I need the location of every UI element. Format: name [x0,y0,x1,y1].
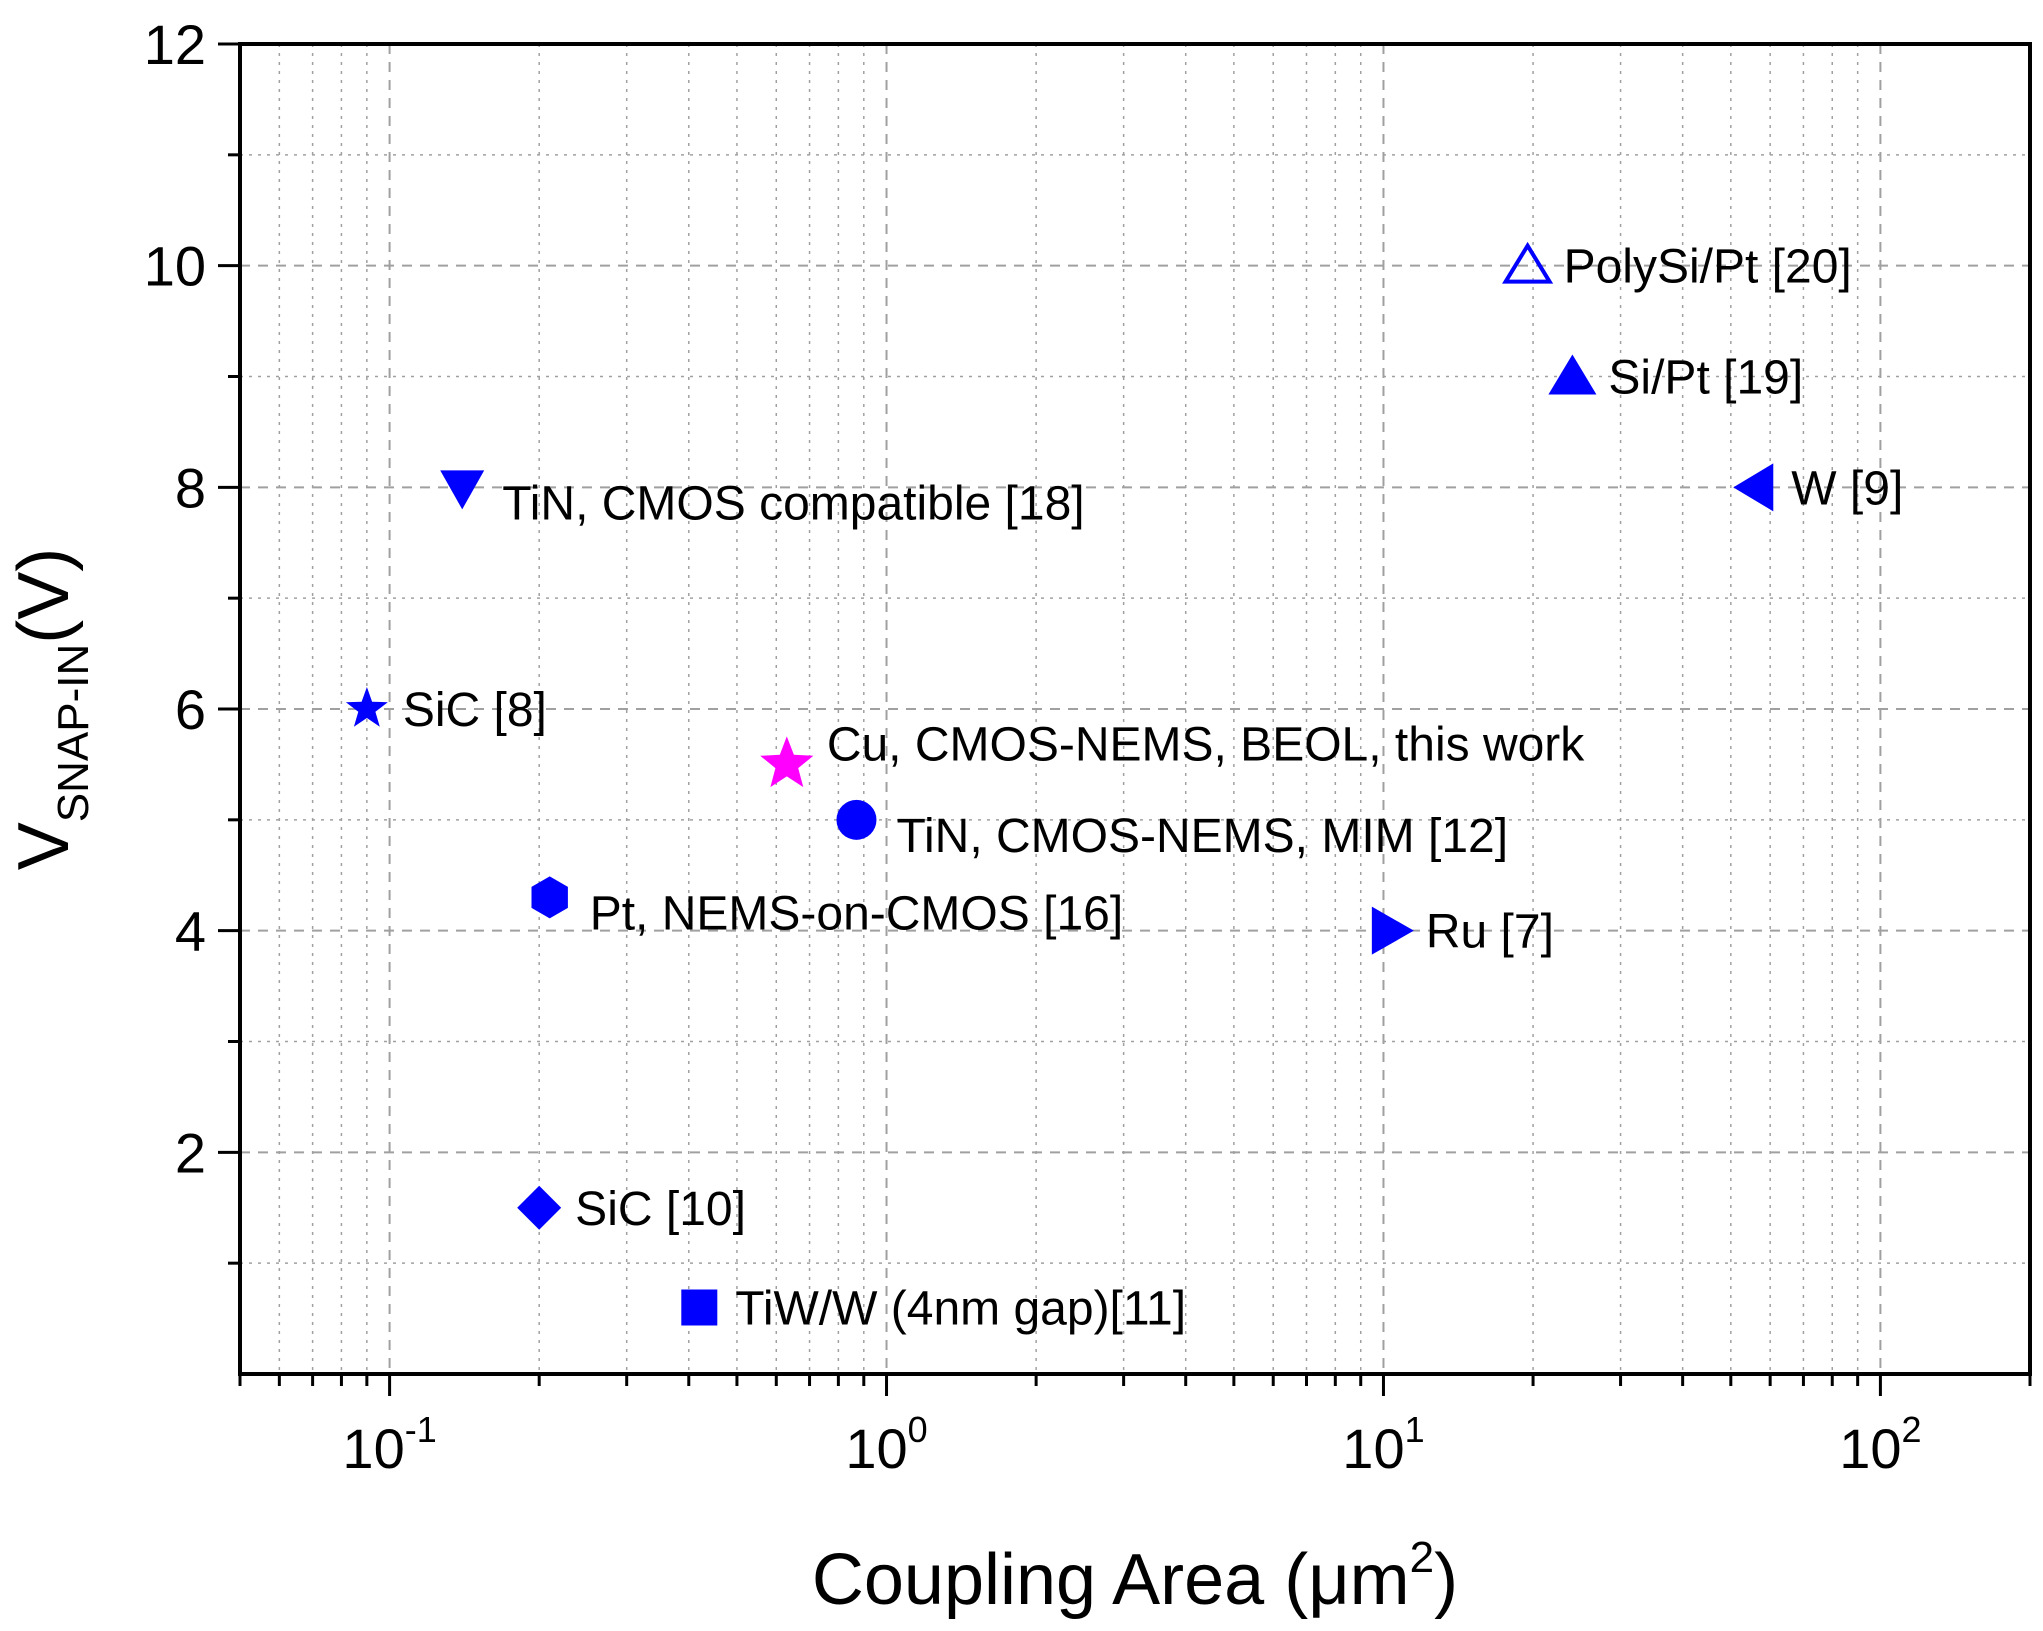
point-label: Pt, NEMS-on-CMOS [16] [590,887,1123,940]
grid-lines [240,44,2030,1374]
star-marker [760,736,814,788]
x-tick-label: 100 [845,1409,927,1480]
point-label: TiN, CMOS compatible [18] [502,477,1084,530]
square-marker [681,1289,718,1326]
y-tick-label: 12 [144,13,206,76]
triangle-down-marker [440,470,485,510]
point-label: Si/Pt [19] [1608,352,1803,405]
point-label: PolySi/Pt [20] [1564,241,1852,294]
x-tick-label: 10-1 [342,1409,436,1480]
point-label: W [9] [1791,462,1903,515]
triangle-left-marker [1733,463,1774,512]
diamond-marker [517,1185,562,1230]
x-tick-label: 102 [1839,1409,1921,1480]
plot-frame [238,42,2032,1376]
point-label: TiN, CMOS-NEMS, MIM [12] [896,810,1508,863]
data-points [345,241,1774,1326]
star-marker [345,687,388,727]
point-label: Cu, CMOS-NEMS, BEOL, this work [827,718,1585,771]
point-label: SiC [8] [403,684,547,737]
hexagon-marker [531,876,568,919]
y-tick-label: 10 [144,235,206,298]
point-labels: SiC [8] TiN, CMOS compatible [18] Pt, NEMS… [403,241,1903,1336]
triangle-up-open-marker [1502,241,1554,284]
x-tick-label: 101 [1342,1409,1424,1480]
y-tick-label: 8 [175,456,206,519]
triangle-up-marker [1548,354,1597,395]
triangle-right-marker [1371,906,1414,955]
tick-labels: 2 4 6 8 10 12 10-1 100 101 102 [144,13,1922,1480]
point-label: SiC [10] [575,1183,746,1236]
x-axis-title: Coupling Area (μm2) [812,1533,1458,1620]
y-axis-title: VSNAP-IN(V) [4,548,98,871]
y-tick-label: 6 [175,678,206,741]
y-tick-label: 2 [175,1121,206,1184]
circle-marker [836,799,877,840]
point-label: Ru [7] [1426,906,1554,959]
point-label: TiW/W (4nm gap)[11] [735,1283,1186,1336]
y-tick-label: 4 [175,900,206,963]
